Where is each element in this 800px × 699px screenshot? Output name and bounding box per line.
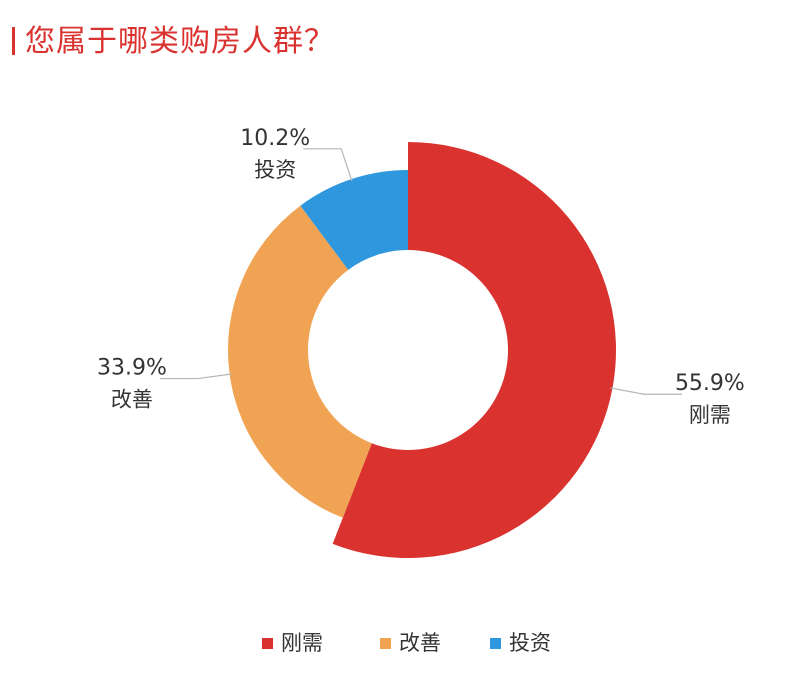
data-label-value: 33.9%	[97, 356, 167, 381]
slice-2	[227, 205, 372, 518]
data-label-category: 刚需	[689, 403, 731, 427]
data-label-category: 改善	[111, 388, 153, 412]
slice-3	[300, 170, 408, 270]
data-label-value: 10.2%	[240, 126, 310, 151]
data-label-category: 投资	[254, 158, 296, 182]
legend-swatch	[380, 638, 391, 649]
leader-line-3	[303, 148, 353, 182]
leader-line-1	[610, 387, 682, 395]
data-label-value: 55.9%	[675, 371, 745, 396]
leader-line-2	[159, 373, 232, 380]
legend-swatch	[262, 638, 273, 649]
slices-group	[227, 142, 616, 558]
legend-swatch	[490, 638, 501, 649]
legend-group: 刚需 改善 投资	[262, 631, 551, 655]
legend-label: 投资	[509, 631, 551, 655]
chart-title-text: 您属于哪类购房人群？	[25, 24, 335, 59]
legend-label: 改善	[399, 631, 441, 655]
leader-lines-group	[159, 148, 682, 395]
legend-label: 刚需	[281, 631, 323, 655]
chart-title: 您属于哪类购房人群？	[12, 16, 335, 60]
title-accent-bar	[12, 27, 15, 55]
data-labels-group: 55.9% 刚需 33.9% 改善 10.2% 投资	[97, 126, 745, 427]
slice-1	[332, 142, 616, 558]
